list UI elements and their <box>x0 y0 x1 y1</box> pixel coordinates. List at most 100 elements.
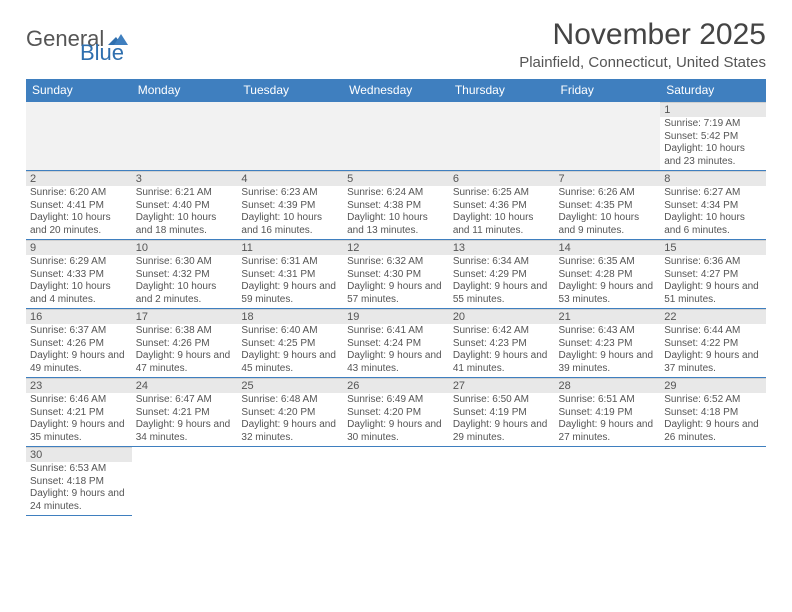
day-number: 8 <box>660 171 766 186</box>
day-number: 4 <box>237 171 343 186</box>
calendar-cell: 29Sunrise: 6:52 AMSunset: 4:18 PMDayligh… <box>660 378 766 447</box>
day-details: Sunrise: 6:32 AMSunset: 4:30 PMDaylight:… <box>343 255 449 308</box>
day-number: 11 <box>237 240 343 255</box>
calendar-cell <box>26 102 132 171</box>
day-details: Sunrise: 6:46 AMSunset: 4:21 PMDaylight:… <box>26 393 132 446</box>
day-number: 19 <box>343 309 449 324</box>
day-details: Sunrise: 6:34 AMSunset: 4:29 PMDaylight:… <box>449 255 555 308</box>
day-details: Sunrise: 7:19 AMSunset: 5:42 PMDaylight:… <box>660 117 766 170</box>
day-details: Sunrise: 6:41 AMSunset: 4:24 PMDaylight:… <box>343 324 449 377</box>
logo-sub: Blue <box>26 42 70 68</box>
day-details: Sunrise: 6:27 AMSunset: 4:34 PMDaylight:… <box>660 186 766 239</box>
calendar-cell: 13Sunrise: 6:34 AMSunset: 4:29 PMDayligh… <box>449 240 555 309</box>
calendar-cell: 12Sunrise: 6:32 AMSunset: 4:30 PMDayligh… <box>343 240 449 309</box>
day-details: Sunrise: 6:20 AMSunset: 4:41 PMDaylight:… <box>26 186 132 239</box>
page-title: November 2025 <box>519 18 766 52</box>
day-number: 24 <box>132 378 238 393</box>
day-details: Sunrise: 6:36 AMSunset: 4:27 PMDaylight:… <box>660 255 766 308</box>
day-details: Sunrise: 6:25 AMSunset: 4:36 PMDaylight:… <box>449 186 555 239</box>
calendar-cell <box>132 102 238 171</box>
calendar-cell: 21Sunrise: 6:43 AMSunset: 4:23 PMDayligh… <box>555 309 661 378</box>
calendar-cell: 16Sunrise: 6:37 AMSunset: 4:26 PMDayligh… <box>26 309 132 378</box>
day-details: Sunrise: 6:43 AMSunset: 4:23 PMDaylight:… <box>555 324 661 377</box>
day-number: 15 <box>660 240 766 255</box>
day-header: Sunday <box>26 79 132 102</box>
day-number: 28 <box>555 378 661 393</box>
day-number: 13 <box>449 240 555 255</box>
day-details: Sunrise: 6:37 AMSunset: 4:26 PMDaylight:… <box>26 324 132 377</box>
day-details: Sunrise: 6:51 AMSunset: 4:19 PMDaylight:… <box>555 393 661 446</box>
day-details: Sunrise: 6:53 AMSunset: 4:18 PMDaylight:… <box>26 462 132 515</box>
calendar-cell: 23Sunrise: 6:46 AMSunset: 4:21 PMDayligh… <box>26 378 132 447</box>
header: General November 2025 Plainfield, Connec… <box>26 18 766 71</box>
day-number: 26 <box>343 378 449 393</box>
day-details: Sunrise: 6:30 AMSunset: 4:32 PMDaylight:… <box>132 255 238 308</box>
calendar-cell: 22Sunrise: 6:44 AMSunset: 4:22 PMDayligh… <box>660 309 766 378</box>
day-details: Sunrise: 6:48 AMSunset: 4:20 PMDaylight:… <box>237 393 343 446</box>
calendar-cell: 2Sunrise: 6:20 AMSunset: 4:41 PMDaylight… <box>26 171 132 240</box>
day-number: 12 <box>343 240 449 255</box>
calendar-cell: 11Sunrise: 6:31 AMSunset: 4:31 PMDayligh… <box>237 240 343 309</box>
calendar-cell <box>555 447 661 516</box>
calendar-cell: 8Sunrise: 6:27 AMSunset: 4:34 PMDaylight… <box>660 171 766 240</box>
day-header: Wednesday <box>343 79 449 102</box>
day-number: 20 <box>449 309 555 324</box>
calendar-cell: 30Sunrise: 6:53 AMSunset: 4:18 PMDayligh… <box>26 447 132 516</box>
day-details: Sunrise: 6:42 AMSunset: 4:23 PMDaylight:… <box>449 324 555 377</box>
calendar-cell <box>449 102 555 171</box>
day-number: 21 <box>555 309 661 324</box>
day-details: Sunrise: 6:29 AMSunset: 4:33 PMDaylight:… <box>26 255 132 308</box>
day-details: Sunrise: 6:26 AMSunset: 4:35 PMDaylight:… <box>555 186 661 239</box>
day-details: Sunrise: 6:23 AMSunset: 4:39 PMDaylight:… <box>237 186 343 239</box>
calendar-cell: 28Sunrise: 6:51 AMSunset: 4:19 PMDayligh… <box>555 378 661 447</box>
day-details: Sunrise: 6:31 AMSunset: 4:31 PMDaylight:… <box>237 255 343 308</box>
day-header: Thursday <box>449 79 555 102</box>
calendar-cell: 26Sunrise: 6:49 AMSunset: 4:20 PMDayligh… <box>343 378 449 447</box>
day-number: 27 <box>449 378 555 393</box>
calendar-cell: 20Sunrise: 6:42 AMSunset: 4:23 PMDayligh… <box>449 309 555 378</box>
day-details: Sunrise: 6:47 AMSunset: 4:21 PMDaylight:… <box>132 393 238 446</box>
location: Plainfield, Connecticut, United States <box>519 54 766 71</box>
calendar-cell: 4Sunrise: 6:23 AMSunset: 4:39 PMDaylight… <box>237 171 343 240</box>
calendar-cell: 14Sunrise: 6:35 AMSunset: 4:28 PMDayligh… <box>555 240 661 309</box>
day-number: 2 <box>26 171 132 186</box>
calendar-cell <box>132 447 238 516</box>
day-number: 10 <box>132 240 238 255</box>
day-details: Sunrise: 6:35 AMSunset: 4:28 PMDaylight:… <box>555 255 661 308</box>
calendar-cell: 7Sunrise: 6:26 AMSunset: 4:35 PMDaylight… <box>555 171 661 240</box>
day-number: 6 <box>449 171 555 186</box>
day-header: Saturday <box>660 79 766 102</box>
calendar-cell: 5Sunrise: 6:24 AMSunset: 4:38 PMDaylight… <box>343 171 449 240</box>
calendar-cell <box>237 447 343 516</box>
day-details: Sunrise: 6:52 AMSunset: 4:18 PMDaylight:… <box>660 393 766 446</box>
day-header: Friday <box>555 79 661 102</box>
day-details: Sunrise: 6:44 AMSunset: 4:22 PMDaylight:… <box>660 324 766 377</box>
calendar-cell: 10Sunrise: 6:30 AMSunset: 4:32 PMDayligh… <box>132 240 238 309</box>
day-header: Monday <box>132 79 238 102</box>
day-details: Sunrise: 6:49 AMSunset: 4:20 PMDaylight:… <box>343 393 449 446</box>
calendar-cell <box>660 447 766 516</box>
calendar-cell <box>237 102 343 171</box>
day-number: 22 <box>660 309 766 324</box>
calendar-cell <box>343 102 449 171</box>
day-number: 1 <box>660 102 766 117</box>
day-number: 30 <box>26 447 132 462</box>
day-number: 16 <box>26 309 132 324</box>
calendar-cell: 1Sunrise: 7:19 AMSunset: 5:42 PMDaylight… <box>660 102 766 171</box>
calendar-cell: 27Sunrise: 6:50 AMSunset: 4:19 PMDayligh… <box>449 378 555 447</box>
day-details: Sunrise: 6:24 AMSunset: 4:38 PMDaylight:… <box>343 186 449 239</box>
calendar-cell: 24Sunrise: 6:47 AMSunset: 4:21 PMDayligh… <box>132 378 238 447</box>
calendar-cell <box>555 102 661 171</box>
day-details: Sunrise: 6:40 AMSunset: 4:25 PMDaylight:… <box>237 324 343 377</box>
calendar-cell <box>449 447 555 516</box>
calendar-cell: 3Sunrise: 6:21 AMSunset: 4:40 PMDaylight… <box>132 171 238 240</box>
day-number: 5 <box>343 171 449 186</box>
day-header: Tuesday <box>237 79 343 102</box>
calendar-table: SundayMondayTuesdayWednesdayThursdayFrid… <box>26 79 766 516</box>
day-number: 9 <box>26 240 132 255</box>
calendar-cell: 19Sunrise: 6:41 AMSunset: 4:24 PMDayligh… <box>343 309 449 378</box>
day-number: 7 <box>555 171 661 186</box>
calendar-cell: 25Sunrise: 6:48 AMSunset: 4:20 PMDayligh… <box>237 378 343 447</box>
day-number: 3 <box>132 171 238 186</box>
day-number: 17 <box>132 309 238 324</box>
